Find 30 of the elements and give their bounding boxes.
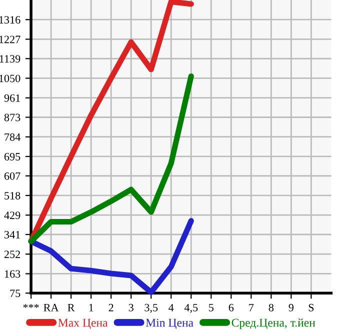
legend-label: Сред.Цена, т.йен: [232, 318, 316, 330]
legend-label: Max Цена: [58, 318, 108, 330]
x-tick-label: 1: [89, 304, 94, 312]
y-tick-label: 163: [4, 270, 20, 278]
legend-label: Min Цена: [146, 318, 194, 330]
x-tick-label: 3,5: [144, 304, 158, 313]
y-tick-label: 252: [4, 250, 20, 258]
x-tick-label: 2: [108, 304, 114, 312]
x-tick-label: 4,5: [184, 304, 198, 313]
y-tick-label: 518: [4, 192, 20, 200]
x-tick-label: 3: [128, 304, 134, 312]
x-tick-label: 5: [209, 304, 214, 312]
x-tick-label: S: [308, 304, 314, 312]
x-tick-label: 6: [228, 304, 234, 312]
x-tick-label: 9: [288, 304, 294, 312]
x-tick-label: 4: [168, 304, 174, 312]
y-tick-label: 695: [4, 152, 20, 160]
y-tick-label: 607: [4, 172, 20, 180]
y-tick-label: 341: [4, 230, 20, 238]
y-tick-label: 961: [4, 94, 20, 102]
x-tick-label: ***: [23, 304, 39, 308]
x-tick-label: R: [68, 304, 75, 312]
y-tick-label: 784: [4, 133, 20, 141]
x-tick-label: 7: [249, 304, 254, 312]
x-tick-label: 8: [268, 304, 274, 312]
x-tick-label: RA: [44, 304, 59, 312]
y-tick-label: 873: [4, 114, 20, 122]
y-tick-label: 429: [4, 212, 20, 220]
y-tick-label: 1139: [0, 55, 20, 63]
y-tick-label: 75: [10, 290, 20, 298]
